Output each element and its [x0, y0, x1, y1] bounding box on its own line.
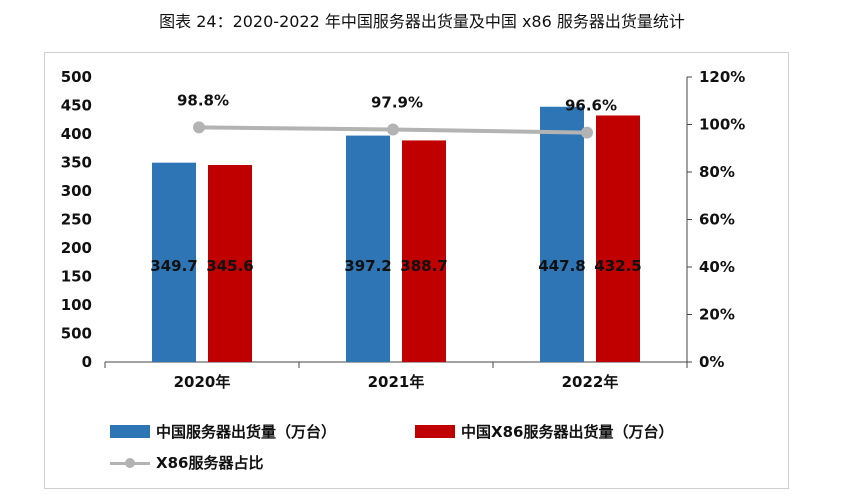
legend-swatch-blue — [110, 425, 150, 438]
bar-value-label: 432.5 — [594, 257, 641, 275]
bar — [596, 115, 640, 362]
line-point-label: 96.6% — [565, 97, 617, 115]
y-left-tick-label: 250 — [61, 211, 92, 229]
line-point-label: 98.8% — [177, 91, 229, 109]
bar — [402, 140, 446, 362]
bar — [346, 135, 390, 362]
legend-label-x86-share: X86服务器占比 — [156, 454, 264, 472]
y-left-tick-label: 150 — [61, 268, 92, 286]
y-right-tick-label: 100% — [699, 116, 745, 134]
y-right-tick-label: 120% — [699, 68, 745, 86]
legend-item-server: 中国服务器出货量（万台） — [110, 421, 336, 442]
bar — [152, 162, 196, 362]
bar-value-label: 397.2 — [344, 257, 391, 275]
x-tick-label: 2022年 — [562, 373, 619, 391]
legend-item-x86-server: 中国X86服务器出货量（万台） — [415, 421, 673, 442]
legend-label-x86-server: 中国X86服务器出货量（万台） — [461, 423, 674, 441]
y-right-tick-label: 20% — [699, 306, 735, 324]
x-tick-label: 2020年 — [174, 373, 231, 391]
y-left-tick-label: 100 — [61, 296, 92, 314]
legend-swatch-red — [415, 425, 455, 438]
bar-value-label: 345.6 — [206, 257, 253, 275]
line-point-label: 97.9% — [371, 93, 423, 111]
line-point — [581, 126, 593, 139]
y-left-tick-label: 450 — [61, 97, 92, 115]
chart-frame — [44, 52, 789, 489]
bar-value-label: 447.8 — [538, 257, 585, 275]
chart-title: 图表 24：2020-2022 年中国服务器出货量及中国 x86 服务器出货量统… — [159, 12, 685, 31]
y-left-tick-label: 0 — [82, 353, 92, 371]
y-right-tick-label: 40% — [699, 258, 735, 276]
y-left-tick-label: 350 — [61, 154, 92, 172]
y-right-tick-label: 80% — [699, 163, 735, 181]
y-right-tick-label: 60% — [699, 211, 735, 229]
bar-value-label: 349.7 — [150, 257, 197, 275]
y-right-tick-label: 0% — [699, 353, 724, 371]
line-point — [193, 121, 205, 134]
line-point — [387, 123, 399, 136]
legend-item-x86-share: X86服务器占比 — [110, 452, 263, 473]
bar — [540, 106, 584, 362]
y-left-tick-label: 300 — [61, 182, 92, 200]
bar-value-label: 388.7 — [400, 257, 447, 275]
y-left-tick-label: 500 — [61, 325, 92, 343]
x-tick-label: 2021年 — [368, 373, 425, 391]
y-left-tick-label: 200 — [61, 239, 92, 257]
y-left-tick-label: 500 — [61, 68, 92, 86]
bar — [208, 165, 252, 362]
legend-label-server: 中国服务器出货量（万台） — [156, 423, 337, 441]
legend-swatch-line — [110, 457, 150, 469]
y-left-tick-label: 400 — [61, 125, 92, 143]
